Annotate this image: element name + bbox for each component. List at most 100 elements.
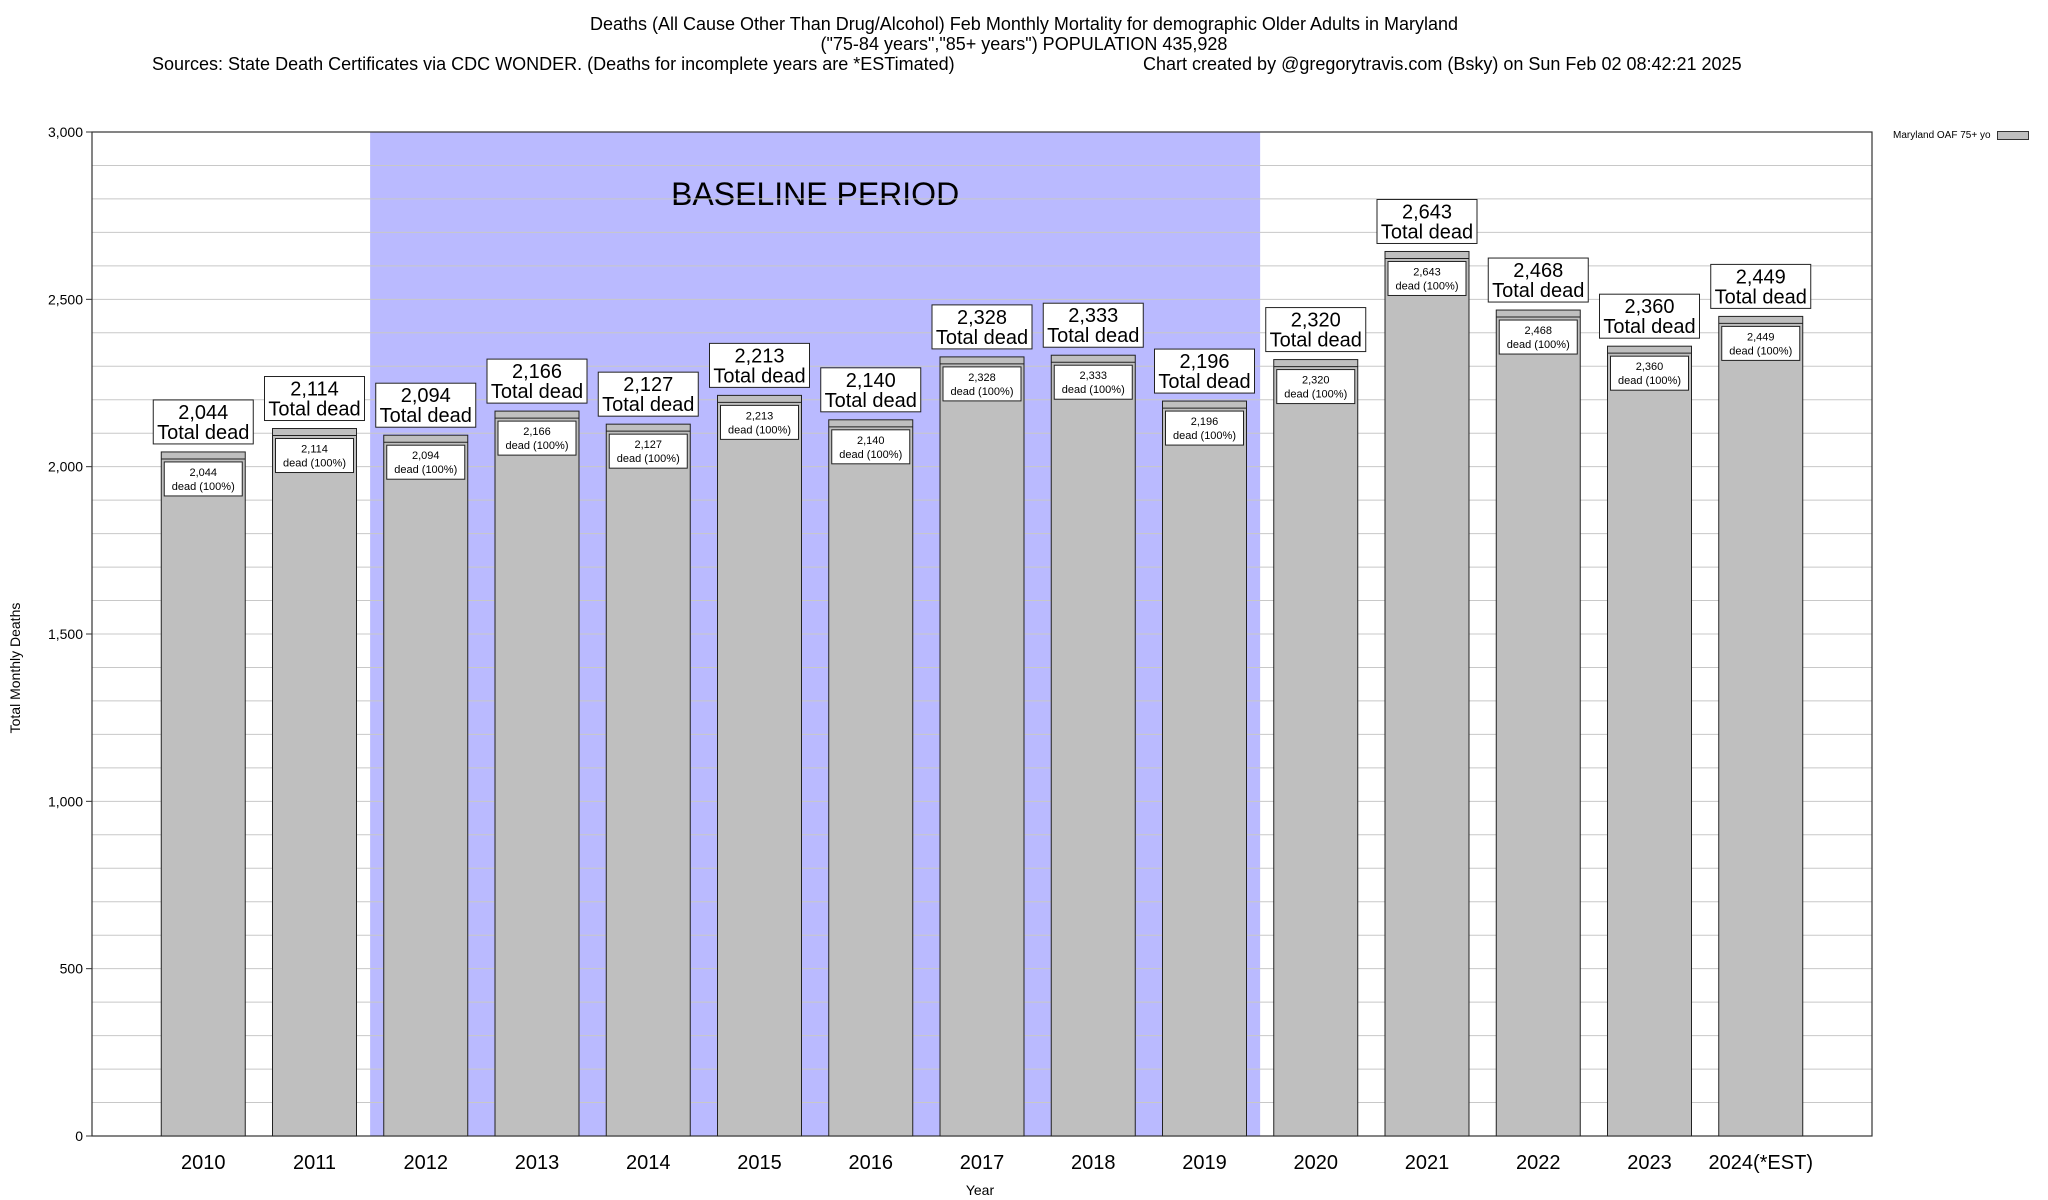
total-value-label: 2,166 (512, 361, 562, 383)
total-dead-label: Total dead (1603, 316, 1695, 338)
inner-label-box (497, 420, 577, 456)
bar (717, 394, 802, 1137)
inner-label-box (1498, 319, 1578, 355)
y-tick-label: 500 (60, 961, 84, 977)
baseline-period-label: BASELINE PERIOD (671, 176, 959, 212)
bar (1162, 400, 1247, 1137)
y-tick-label: 2,000 (48, 459, 83, 475)
total-dead-label: Total dead (380, 405, 472, 427)
inner-dead-label: dead (100%) (617, 453, 680, 465)
total-label-box (1710, 263, 1812, 309)
inner-value-label: 2,094 (412, 450, 440, 462)
inner-value-label: 2,468 (1524, 325, 1552, 337)
inner-dead-label: dead (100%) (1284, 389, 1347, 401)
chart-title-line1: Deaths (All Cause Other Than Drug/Alcoho… (589, 14, 1459, 34)
inner-value-label: 2,643 (1413, 266, 1441, 278)
chart-title-line2: ("75-84 years","85+ years") POPULATION 4… (820, 34, 1228, 54)
total-label-box (375, 382, 477, 428)
total-label-box (709, 342, 810, 388)
total-value-label: 2,140 (846, 370, 896, 392)
bar (494, 410, 580, 1137)
inner-value-label: 2,196 (1191, 416, 1219, 428)
total-dead-label: Total dead (825, 390, 917, 412)
y-tick-label: 3,000 (48, 124, 83, 140)
bar (1050, 354, 1136, 1137)
total-value-label: 2,196 (1179, 351, 1229, 373)
inner-label-box (1721, 325, 1801, 361)
inner-dead-label: dead (100%) (1729, 345, 1792, 357)
bar (939, 356, 1025, 1137)
inner-value-label: 2,166 (523, 426, 551, 438)
x-tick-label: 2019 (1182, 1152, 1227, 1174)
total-value-label: 2,449 (1736, 266, 1786, 288)
inner-label-box (1387, 260, 1467, 296)
y-tick-label: 1,000 (48, 793, 83, 809)
inner-dead-label: dead (100%) (1062, 384, 1125, 396)
bar (160, 451, 246, 1137)
total-label-box (1487, 257, 1589, 303)
inner-dead-label: dead (100%) (394, 464, 457, 476)
inner-label-box (1276, 369, 1356, 405)
total-dead-label: Total dead (936, 327, 1028, 349)
bar (1384, 250, 1470, 1137)
inner-dead-label: dead (100%) (1507, 339, 1570, 351)
total-label-box (1599, 293, 1700, 339)
total-dead-label: Total dead (713, 365, 805, 387)
total-label-box (1376, 198, 1478, 244)
inner-value-label: 2,360 (1636, 361, 1664, 373)
inner-value-label: 2,333 (1079, 370, 1107, 382)
bar (272, 428, 357, 1137)
inner-dead-label: dead (100%) (506, 440, 569, 452)
total-dead-label: Total dead (491, 381, 583, 403)
x-tick-label: 2020 (1294, 1152, 1339, 1174)
total-dead-label: Total dead (1270, 330, 1362, 352)
inner-label-box (608, 433, 688, 469)
x-tick-label: 2013 (515, 1152, 560, 1174)
inner-label-box (1053, 364, 1133, 400)
x-tick-label: 2022 (1516, 1152, 1561, 1174)
total-value-label: 2,333 (1068, 305, 1118, 327)
inner-value-label: 2,044 (189, 467, 217, 479)
inner-label-box (831, 429, 911, 465)
x-tick-label: 2016 (849, 1152, 894, 1174)
inner-label-box (275, 438, 354, 474)
total-label-box (1265, 307, 1367, 353)
total-dead-label: Total dead (157, 422, 249, 444)
inner-value-label: 2,213 (746, 410, 774, 422)
total-dead-label: Total dead (268, 399, 360, 421)
legend: Maryland OAF 75+ yo (1893, 130, 2029, 141)
total-dead-label: Total dead (1492, 280, 1584, 302)
x-tick-label: 2012 (404, 1152, 449, 1174)
y-axis-label: Total Monthly Deaths (7, 602, 23, 734)
total-label-box (820, 367, 922, 413)
inner-label-box (942, 366, 1022, 402)
total-value-label: 2,114 (290, 379, 339, 401)
inner-label-box (163, 461, 243, 497)
bar (383, 434, 469, 1137)
bar (1607, 345, 1692, 1137)
x-tick-label: 2024(*EST) (1709, 1152, 1814, 1174)
total-label-box (1042, 302, 1144, 348)
total-dead-label: Total dead (1047, 325, 1139, 347)
total-value-label: 2,044 (178, 402, 228, 424)
inner-label-box (386, 444, 466, 480)
inner-dead-label: dead (100%) (283, 458, 346, 470)
inner-value-label: 2,127 (634, 439, 662, 451)
y-tick-label: 1,500 (48, 626, 83, 642)
inner-label-box (1610, 355, 1689, 391)
total-dead-label: Total dead (1158, 371, 1250, 393)
total-dead-label: Total dead (1381, 221, 1473, 243)
bar (1495, 309, 1581, 1137)
x-tick-label: 2014 (626, 1152, 671, 1174)
inner-value-label: 2,140 (857, 435, 885, 447)
chart-credit: Chart created by @gregorytravis.com (Bsk… (1143, 54, 1742, 74)
total-dead-label: Total dead (1715, 286, 1807, 308)
inner-value-label: 2,114 (301, 444, 328, 456)
inner-dead-label: dead (100%) (951, 386, 1014, 398)
inner-label-box (720, 404, 799, 440)
x-tick-label: 2018 (1071, 1152, 1116, 1174)
inner-dead-label: dead (100%) (1173, 430, 1236, 442)
inner-value-label: 2,449 (1747, 331, 1775, 343)
total-label-box (152, 399, 254, 445)
